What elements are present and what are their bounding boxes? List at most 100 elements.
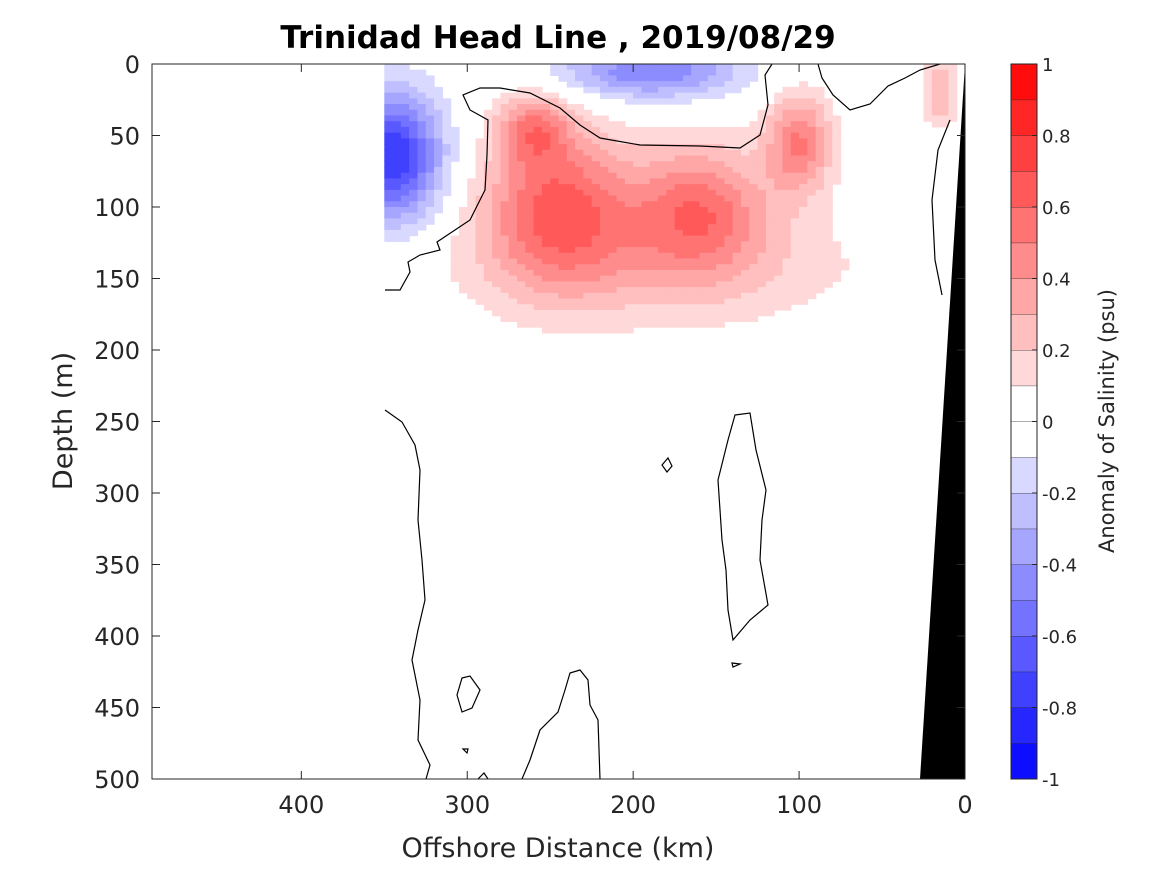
contour-cell [757, 201, 767, 208]
contour-cell [765, 109, 775, 117]
contour-cell [782, 269, 792, 277]
contour-cell [400, 235, 410, 242]
y-axis-label: Depth (m) [48, 352, 79, 490]
contour-cell [699, 281, 709, 288]
colorbar-tick-label: -1 [1042, 770, 1060, 791]
contour-cell [583, 81, 593, 88]
contour-cell [815, 229, 825, 237]
contour-cell [616, 69, 626, 77]
contour-cell [674, 229, 684, 237]
contour-cell [807, 161, 817, 168]
contour-cell [674, 161, 684, 168]
contour-cell [707, 252, 717, 260]
contour-cell [815, 287, 825, 294]
contour-cell [541, 184, 551, 191]
contour-cell [483, 172, 493, 179]
contour-cell [616, 161, 626, 168]
contour-cell [765, 178, 775, 185]
contour-cell [467, 258, 477, 265]
contour-cell [674, 166, 684, 174]
contour-cell [541, 201, 551, 208]
contour-cell [691, 149, 701, 157]
contour-cell [832, 269, 842, 277]
contour-cell [525, 264, 535, 271]
contour-cell [666, 298, 676, 305]
contour-cell [475, 235, 485, 242]
contour-cell [641, 161, 651, 168]
contour-cell [616, 155, 626, 162]
contour-cell [434, 144, 443, 151]
contour-cell [417, 81, 427, 88]
contour-cell [633, 252, 643, 260]
contour-cell [682, 189, 692, 197]
contour-cell [782, 292, 792, 300]
contour-cell [500, 241, 510, 248]
contour-cell [666, 252, 676, 260]
contour-cell [716, 292, 726, 300]
contour-cell [500, 109, 510, 117]
contour-cell [699, 189, 709, 197]
contour-cell [823, 98, 833, 105]
contour-cell [757, 109, 767, 117]
contour-cell [525, 92, 535, 99]
contour-cell [815, 86, 825, 94]
contour-cell [649, 64, 659, 71]
contour-cell [558, 321, 568, 328]
contour-cell [649, 81, 659, 88]
contour-cell [525, 235, 535, 242]
contour-cell [774, 138, 784, 145]
contour-cell [541, 109, 551, 117]
contour-cell [716, 264, 726, 271]
contour-cell [392, 184, 402, 191]
contour-cell [674, 69, 684, 77]
contour-cell [666, 218, 676, 225]
contour-cell [724, 207, 734, 214]
contour-cell [583, 184, 593, 191]
contour-cell [608, 252, 618, 260]
contour-cell [425, 155, 435, 162]
contour-cell [517, 86, 526, 94]
contour-cell [823, 166, 833, 174]
contour-cell [823, 212, 833, 220]
contour-cell [541, 155, 551, 162]
contour-cell [450, 126, 460, 134]
contour-cell [417, 195, 427, 202]
contour-cell [716, 298, 726, 305]
contour-cell [384, 189, 394, 197]
contour-cell [790, 247, 800, 254]
contour-cell [948, 81, 958, 88]
contour-cell [583, 321, 593, 328]
contour-cell [774, 149, 784, 157]
contour-cell [492, 269, 502, 277]
contour-cell [384, 224, 394, 231]
contour-cell [608, 309, 618, 317]
contour-cell [550, 184, 560, 191]
contour-cell [682, 252, 692, 260]
contour-cell [608, 75, 618, 82]
contour-cell [517, 166, 526, 174]
contour-cell [425, 81, 435, 88]
contour-cell [649, 172, 659, 179]
contour-cell [799, 235, 808, 242]
contour-cell [492, 287, 502, 294]
contour-cell [624, 315, 634, 322]
contour-cell [616, 247, 626, 254]
contour-cell [782, 304, 792, 311]
contour-cell [575, 75, 584, 82]
contour-cell [409, 109, 419, 117]
contour-cell [732, 304, 742, 311]
contour-cell [682, 178, 692, 185]
contour-cell [682, 247, 692, 254]
contour-cell [666, 126, 676, 134]
contour-cell [583, 75, 593, 82]
contour-cell [550, 201, 560, 208]
contour-cell [475, 138, 485, 145]
contour-cell [823, 138, 833, 145]
contour-cell [417, 69, 427, 77]
contour-cell [608, 189, 618, 197]
contour-cell [599, 247, 609, 254]
contour-cell [774, 121, 784, 128]
contour-cell [458, 269, 468, 277]
contour-cell [550, 298, 560, 305]
contour-cell [541, 207, 551, 214]
